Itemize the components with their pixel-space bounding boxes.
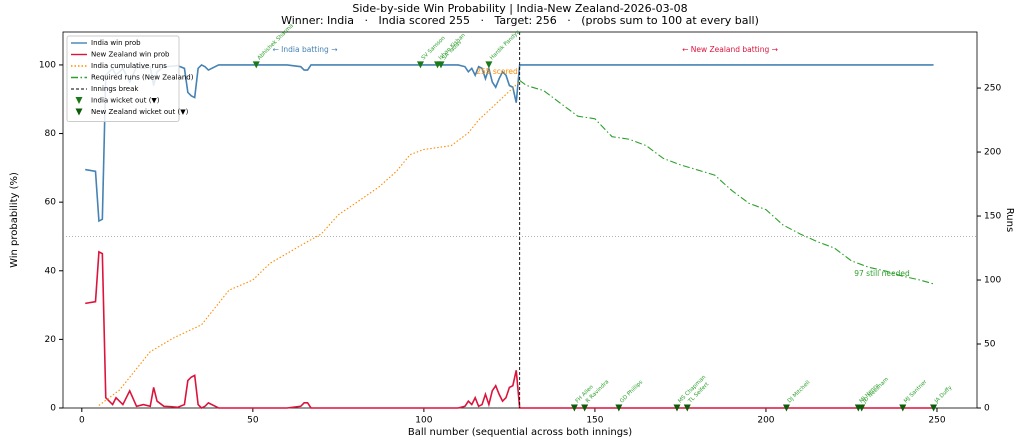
x-tick-label: 0 bbox=[79, 416, 85, 426]
legend-label: Required runs (New Zealand) bbox=[91, 74, 194, 82]
wicket-marker bbox=[485, 61, 493, 69]
series-line bbox=[519, 79, 934, 285]
y-axis-label: Win probability (%) bbox=[9, 172, 20, 268]
legend-label: Innings break bbox=[91, 85, 139, 93]
x-tick-label: 50 bbox=[247, 416, 259, 426]
y-tick-label: 20 bbox=[45, 335, 57, 345]
y-tick-label: 100 bbox=[39, 60, 56, 70]
y-tick-label: 60 bbox=[45, 198, 57, 208]
wicket-label: JD Neesham bbox=[861, 376, 890, 405]
wicket-marker bbox=[615, 404, 623, 412]
legend-label: New Zealand wicket out (▼) bbox=[91, 108, 189, 116]
series-line bbox=[98, 81, 521, 406]
wicket-marker bbox=[930, 404, 938, 412]
wicket-marker bbox=[416, 61, 424, 69]
x-tick-label: 150 bbox=[586, 416, 603, 426]
wicket-label: DJ Mitchell bbox=[787, 379, 812, 404]
chart-subtitle: Winner: India · India scored 255 · Targe… bbox=[281, 14, 759, 27]
wicket-marker bbox=[252, 61, 260, 69]
series-line bbox=[85, 63, 934, 223]
legend-swatch bbox=[75, 108, 83, 116]
chart-title: Side-by-side Win Probability | India-New… bbox=[352, 2, 687, 15]
legend-box bbox=[66, 35, 180, 122]
y2-tick-label: 100 bbox=[984, 276, 1001, 286]
x-tick-label: 100 bbox=[415, 416, 432, 426]
y2-tick-label: 200 bbox=[984, 148, 1001, 158]
legend-label: India cumulative runs bbox=[91, 62, 167, 70]
y2-tick-label: 250 bbox=[984, 84, 1001, 94]
wicket-marker bbox=[683, 404, 691, 412]
wicket-label: JA Duffy bbox=[933, 384, 954, 405]
annotation: 97 still needed bbox=[854, 269, 910, 278]
wicket-marker bbox=[437, 61, 445, 69]
wicket-label: GD Phillips bbox=[619, 379, 644, 404]
legend-label: India wicket out (▼) bbox=[91, 97, 160, 105]
annotation: 255 scored bbox=[476, 67, 518, 76]
y-tick-label: 80 bbox=[45, 129, 57, 139]
wicket-label: Hardik Pandya bbox=[489, 29, 521, 61]
y2-tick-label: 150 bbox=[984, 212, 1001, 222]
legend-swatch bbox=[75, 97, 83, 104]
y2-tick-label: 50 bbox=[984, 340, 996, 350]
wicket-marker bbox=[899, 404, 907, 412]
y-tick-label: 40 bbox=[45, 266, 57, 276]
y-tick-label: 0 bbox=[50, 404, 56, 414]
legend-label: New Zealand win prob bbox=[91, 51, 170, 59]
annotation: ← India batting → bbox=[273, 45, 338, 54]
wicket-marker bbox=[581, 404, 589, 412]
wicket-marker bbox=[858, 404, 866, 412]
legend-label: India win prob bbox=[91, 39, 141, 47]
series-line bbox=[85, 250, 934, 409]
wicket-marker bbox=[570, 404, 578, 412]
annotation: ← New Zealand batting → bbox=[682, 45, 778, 54]
wicket-label: MJ Santner bbox=[903, 379, 929, 405]
y2-tick-label: 0 bbox=[984, 404, 990, 414]
wicket-label: Abhishek Sharma bbox=[256, 23, 294, 61]
x-axis-label: Ball number (sequential across both inni… bbox=[408, 427, 632, 438]
x-tick-label: 200 bbox=[757, 416, 774, 426]
wicket-marker bbox=[782, 404, 790, 412]
x-tick-label: 250 bbox=[928, 416, 945, 426]
legend: India win prob New Zealand win prob India … bbox=[66, 35, 194, 122]
y2-axis-label: Runs bbox=[1004, 208, 1015, 232]
wicket-marker bbox=[673, 404, 681, 412]
